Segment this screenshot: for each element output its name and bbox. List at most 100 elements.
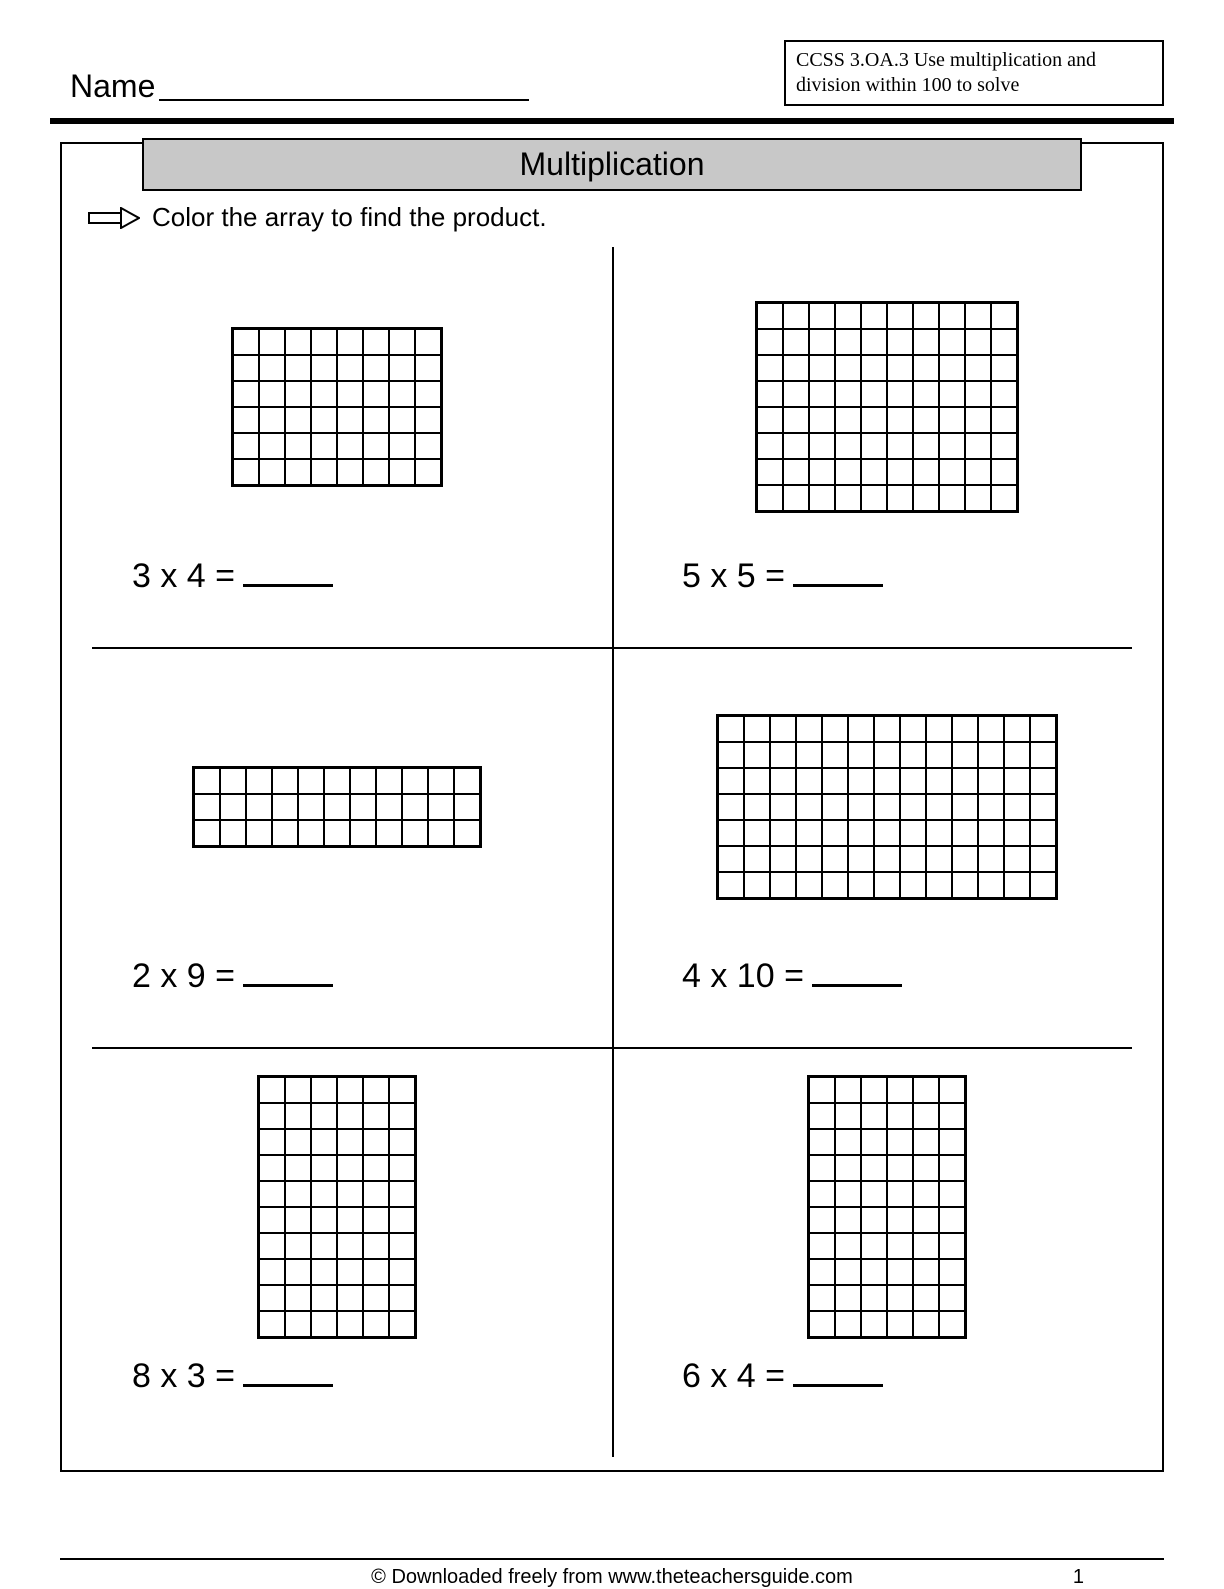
array-cell[interactable] <box>809 1181 835 1207</box>
array-cell[interactable] <box>1004 794 1030 820</box>
array-cell[interactable] <box>913 1233 939 1259</box>
array-cell[interactable] <box>809 381 835 407</box>
array-cell[interactable] <box>913 433 939 459</box>
array-cell[interactable] <box>718 716 744 742</box>
array-cell[interactable] <box>337 459 363 485</box>
array-cell[interactable] <box>363 1207 389 1233</box>
array-cell[interactable] <box>744 794 770 820</box>
array-cell[interactable] <box>389 1311 415 1337</box>
array-cell[interactable] <box>809 329 835 355</box>
array-cell[interactable] <box>887 407 913 433</box>
array-cell[interactable] <box>835 329 861 355</box>
array-cell[interactable] <box>939 1155 965 1181</box>
array-cell[interactable] <box>220 768 246 794</box>
array-cell[interactable] <box>913 407 939 433</box>
array-cell[interactable] <box>285 433 311 459</box>
array-cell[interactable] <box>298 820 324 846</box>
array-cell[interactable] <box>939 355 965 381</box>
array-cell[interactable] <box>337 1233 363 1259</box>
array-cell[interactable] <box>311 1103 337 1129</box>
array-cell[interactable] <box>285 1129 311 1155</box>
array-cell[interactable] <box>900 794 926 820</box>
array-cell[interactable] <box>389 1129 415 1155</box>
array-cell[interactable] <box>389 1233 415 1259</box>
array-cell[interactable] <box>887 459 913 485</box>
array-cell[interactable] <box>770 820 796 846</box>
array-cell[interactable] <box>861 485 887 511</box>
array-cell[interactable] <box>887 1181 913 1207</box>
array-cell[interactable] <box>887 355 913 381</box>
array-cell[interactable] <box>415 433 441 459</box>
array-cell[interactable] <box>887 1077 913 1103</box>
array-cell[interactable] <box>233 407 259 433</box>
array-cell[interactable] <box>861 355 887 381</box>
array-cell[interactable] <box>770 794 796 820</box>
array-cell[interactable] <box>389 355 415 381</box>
array-cell[interactable] <box>194 794 220 820</box>
array-cell[interactable] <box>978 794 1004 820</box>
array-cell[interactable] <box>783 329 809 355</box>
array-cell[interactable] <box>952 794 978 820</box>
array-cell[interactable] <box>350 820 376 846</box>
array-cell[interactable] <box>809 1155 835 1181</box>
array-cell[interactable] <box>1004 872 1030 898</box>
array-cell[interactable] <box>783 485 809 511</box>
array-cell[interactable] <box>246 768 272 794</box>
array-cell[interactable] <box>718 768 744 794</box>
array-cell[interactable] <box>285 1233 311 1259</box>
array-cell[interactable] <box>809 1259 835 1285</box>
array-cell[interactable] <box>718 846 744 872</box>
array-cell[interactable] <box>822 716 848 742</box>
array-cell[interactable] <box>978 768 1004 794</box>
array-cell[interactable] <box>376 768 402 794</box>
array-cell[interactable] <box>259 1155 285 1181</box>
array-cell[interactable] <box>926 872 952 898</box>
array-cell[interactable] <box>350 768 376 794</box>
array-cell[interactable] <box>376 794 402 820</box>
array-cell[interactable] <box>311 1285 337 1311</box>
array-cell[interactable] <box>939 1077 965 1103</box>
array-cell[interactable] <box>757 407 783 433</box>
array-cell[interactable] <box>783 381 809 407</box>
array-cell[interactable] <box>415 355 441 381</box>
array-cell[interactable] <box>913 329 939 355</box>
array-cell[interactable] <box>900 768 926 794</box>
array-cell[interactable] <box>913 1077 939 1103</box>
array-cell[interactable] <box>744 846 770 872</box>
answer-blank[interactable] <box>243 984 333 987</box>
array-cell[interactable] <box>939 1207 965 1233</box>
array-cell[interactable] <box>965 433 991 459</box>
array-cell[interactable] <box>887 1233 913 1259</box>
array-cell[interactable] <box>848 742 874 768</box>
array-cell[interactable] <box>757 433 783 459</box>
array-cell[interactable] <box>259 1285 285 1311</box>
array-cell[interactable] <box>848 794 874 820</box>
array-cell[interactable] <box>939 1181 965 1207</box>
array-cell[interactable] <box>809 303 835 329</box>
array-cell[interactable] <box>991 355 1017 381</box>
array-cell[interactable] <box>324 768 350 794</box>
array-cell[interactable] <box>311 433 337 459</box>
array-cell[interactable] <box>389 1181 415 1207</box>
array-cell[interactable] <box>770 742 796 768</box>
array-cell[interactable] <box>272 820 298 846</box>
array-grid[interactable] <box>807 1075 967 1339</box>
array-cell[interactable] <box>337 1103 363 1129</box>
array-cell[interactable] <box>900 716 926 742</box>
array-cell[interactable] <box>822 768 848 794</box>
answer-blank[interactable] <box>243 584 333 587</box>
array-cell[interactable] <box>389 1285 415 1311</box>
array-cell[interactable] <box>415 459 441 485</box>
array-cell[interactable] <box>337 1155 363 1181</box>
array-cell[interactable] <box>809 407 835 433</box>
array-cell[interactable] <box>1030 846 1056 872</box>
name-field[interactable]: Name <box>70 68 529 105</box>
array-cell[interactable] <box>991 329 1017 355</box>
array-cell[interactable] <box>952 820 978 846</box>
array-cell[interactable] <box>848 872 874 898</box>
array-cell[interactable] <box>1030 742 1056 768</box>
array-cell[interactable] <box>926 794 952 820</box>
array-cell[interactable] <box>926 768 952 794</box>
array-cell[interactable] <box>389 1259 415 1285</box>
array-cell[interactable] <box>363 1103 389 1129</box>
